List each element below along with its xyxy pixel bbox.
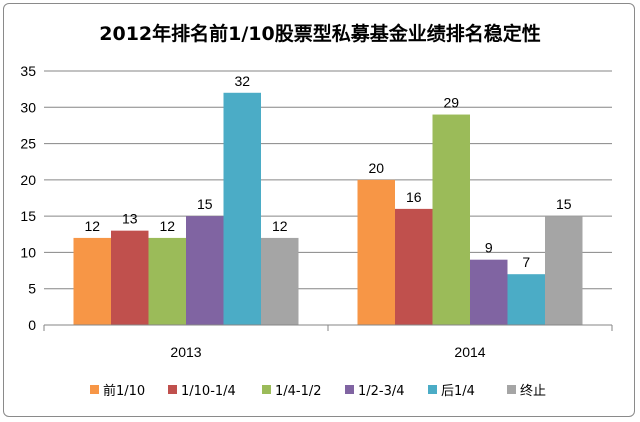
y-tick-label: 30 bbox=[20, 99, 36, 115]
data-label: 20 bbox=[368, 160, 384, 176]
y-tick-label: 20 bbox=[20, 172, 36, 188]
bar-2013-6 bbox=[261, 237, 299, 325]
bars bbox=[73, 92, 583, 326]
bar-2013-1 bbox=[73, 237, 111, 325]
data-label: 16 bbox=[406, 189, 422, 205]
data-label: 9 bbox=[485, 240, 493, 256]
bar-2014-5 bbox=[507, 274, 545, 325]
y-tick-label: 0 bbox=[28, 317, 36, 333]
y-tick-label: 10 bbox=[20, 244, 36, 260]
data-label: 15 bbox=[556, 196, 572, 212]
bar-2013-5 bbox=[223, 92, 261, 326]
data-label: 12 bbox=[159, 218, 175, 234]
bar-2014-1 bbox=[357, 179, 395, 325]
legend-swatch bbox=[345, 385, 354, 394]
bar-2014-4 bbox=[470, 259, 508, 325]
legend-label: 后1/4 bbox=[441, 384, 475, 399]
y-tick-label: 25 bbox=[20, 136, 36, 152]
chart-frame bbox=[3, 3, 635, 417]
legend-label: 1/4-1/2 bbox=[275, 384, 322, 399]
legend: 前1/10 1/10-1/4 1/4-1/2 1/2-3/4 后1/4 终止 bbox=[90, 383, 546, 399]
data-label: 13 bbox=[122, 211, 138, 227]
data-label: 32 bbox=[234, 73, 250, 89]
chart-title: 2012年排名前1/10股票型私募基金业绩排名稳定性 bbox=[99, 22, 540, 45]
data-label: 12 bbox=[272, 218, 288, 234]
legend-swatch bbox=[507, 385, 516, 394]
y-tick-label: 15 bbox=[20, 208, 36, 224]
legend-label: 1/10-1/4 bbox=[181, 384, 236, 399]
legend-label: 终止 bbox=[520, 383, 546, 399]
x-axis: 2013 2014 bbox=[43, 324, 613, 360]
legend-label: 前1/10 bbox=[103, 383, 145, 399]
y-tick-label: 35 bbox=[20, 63, 36, 79]
bar-2014-2 bbox=[395, 208, 433, 325]
data-labels: 12 13 12 15 32 12 20 16 29 9 7 15 bbox=[84, 73, 571, 270]
bar-2014-6 bbox=[545, 216, 583, 325]
data-label: 12 bbox=[84, 218, 100, 234]
y-tick-label: 5 bbox=[28, 281, 36, 297]
x-tick-label: 2013 bbox=[170, 344, 201, 360]
bar-2013-2 bbox=[111, 230, 149, 325]
legend-swatch bbox=[428, 385, 437, 394]
x-tick-label: 2014 bbox=[454, 344, 485, 360]
bar-2013-4 bbox=[186, 216, 224, 325]
y-axis-ticks: 0 5 10 15 20 25 30 35 bbox=[20, 63, 36, 333]
legend-swatch bbox=[262, 385, 271, 394]
data-label: 7 bbox=[522, 254, 530, 270]
bar-2013-3 bbox=[148, 237, 186, 325]
legend-label: 1/2-3/4 bbox=[358, 384, 405, 399]
data-label: 15 bbox=[197, 196, 213, 212]
legend-swatch bbox=[168, 385, 177, 394]
legend-swatch bbox=[90, 385, 99, 394]
bar-2014-3 bbox=[432, 114, 470, 326]
data-label: 29 bbox=[443, 95, 459, 111]
